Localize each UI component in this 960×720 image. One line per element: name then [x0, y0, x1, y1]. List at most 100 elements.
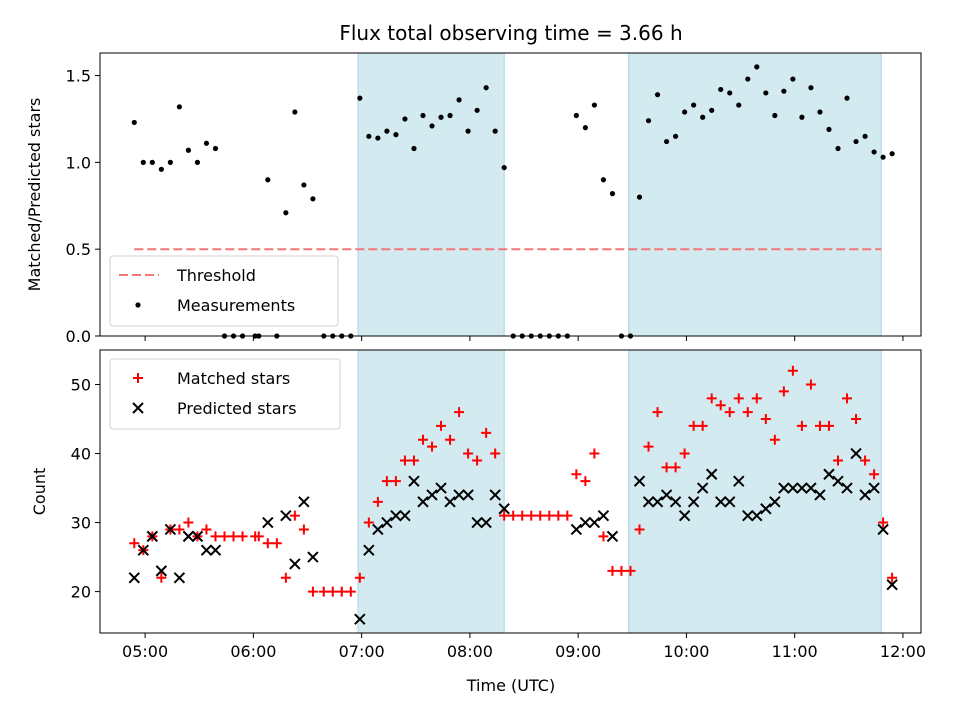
data-point	[633, 475, 646, 487]
data-point	[411, 145, 417, 152]
data-point	[832, 455, 843, 466]
data-point	[399, 455, 410, 466]
data-point	[727, 90, 733, 96]
data-point	[399, 509, 411, 522]
data-point	[850, 447, 862, 460]
data-point	[814, 489, 826, 501]
data-point	[823, 468, 835, 480]
legend: Threshold Measurements	[109, 255, 339, 327]
y-axis-label: Matched/Predicted stars	[25, 98, 44, 292]
data-point	[149, 159, 155, 165]
data-point	[733, 475, 745, 487]
legend-box	[109, 255, 339, 327]
data-point	[209, 544, 222, 556]
data-point	[381, 516, 393, 529]
data-point	[372, 496, 383, 507]
data-point	[128, 572, 140, 584]
data-point	[769, 496, 781, 508]
data-point	[462, 489, 474, 501]
data-point	[673, 133, 679, 139]
data-point	[417, 496, 429, 508]
data-point	[787, 365, 798, 376]
data-point	[688, 420, 699, 431]
legend-marker	[133, 373, 143, 383]
data-point	[841, 482, 853, 494]
data-point	[887, 572, 898, 583]
data-point	[661, 462, 672, 473]
data-point	[429, 123, 435, 129]
data-point	[715, 496, 727, 508]
data-point	[472, 455, 483, 466]
data-point	[298, 524, 309, 535]
data-point	[372, 523, 384, 536]
data-point	[390, 509, 402, 522]
data-point	[167, 159, 173, 165]
data-point	[799, 114, 805, 120]
data-point	[490, 448, 501, 459]
data-point	[471, 516, 483, 529]
data-point	[579, 516, 592, 529]
data-point	[499, 510, 510, 521]
panel-top: 0.0 0.5 1.0 1.5 Matched/Predicted stars Thres…	[25, 52, 922, 346]
data-point	[745, 76, 751, 82]
data-point	[408, 475, 420, 487]
data-point	[625, 565, 636, 576]
data-point	[427, 441, 438, 452]
data-point	[769, 434, 780, 445]
y-tick-label: 20	[71, 583, 91, 602]
data-point	[700, 114, 706, 120]
data-point	[508, 510, 519, 521]
x-tick-label: 06:00	[230, 642, 276, 661]
x-tick-label: 05:00	[122, 642, 168, 661]
data-point	[616, 565, 627, 576]
legend: Matched stars Predicted stars	[109, 358, 341, 430]
data-point	[176, 104, 182, 110]
data-point	[253, 531, 264, 542]
data-point	[835, 145, 841, 152]
data-point	[426, 489, 438, 501]
data-point	[860, 455, 871, 466]
data-point	[670, 462, 681, 473]
data-point	[444, 496, 456, 508]
data-point	[880, 154, 886, 160]
data-point	[600, 177, 607, 183]
data-point	[742, 407, 753, 418]
data-point	[718, 86, 724, 93]
data-point	[375, 135, 381, 141]
data-point	[570, 523, 583, 536]
data-point	[453, 489, 465, 501]
data-point	[164, 523, 177, 536]
data-point	[517, 510, 528, 521]
data-point	[501, 164, 507, 171]
data-point	[678, 509, 691, 522]
data-point	[447, 112, 453, 119]
data-point	[402, 116, 408, 122]
data-point	[417, 434, 428, 445]
data-point	[140, 159, 146, 165]
data-point	[366, 133, 372, 139]
data-point	[289, 510, 300, 521]
data-point	[814, 420, 825, 431]
data-point	[889, 151, 895, 157]
data-point	[580, 476, 591, 487]
data-point	[327, 586, 338, 597]
data-point	[805, 379, 816, 390]
data-point	[651, 496, 664, 508]
data-point	[751, 393, 762, 404]
data-point	[851, 414, 862, 425]
data-point	[357, 95, 363, 101]
y-tick-label: 1.0	[66, 153, 91, 172]
data-point	[237, 531, 248, 542]
data-point	[185, 147, 192, 153]
data-point	[384, 128, 390, 134]
data-point	[724, 407, 735, 418]
data-point	[823, 420, 834, 431]
data-point	[210, 531, 221, 542]
data-point	[363, 544, 375, 556]
axes-frame	[99, 349, 922, 634]
data-point	[483, 85, 489, 91]
data-point	[137, 544, 150, 556]
x-axis-label: Time (UTC)	[466, 676, 555, 695]
data-point	[438, 114, 444, 120]
data-point	[869, 469, 880, 480]
